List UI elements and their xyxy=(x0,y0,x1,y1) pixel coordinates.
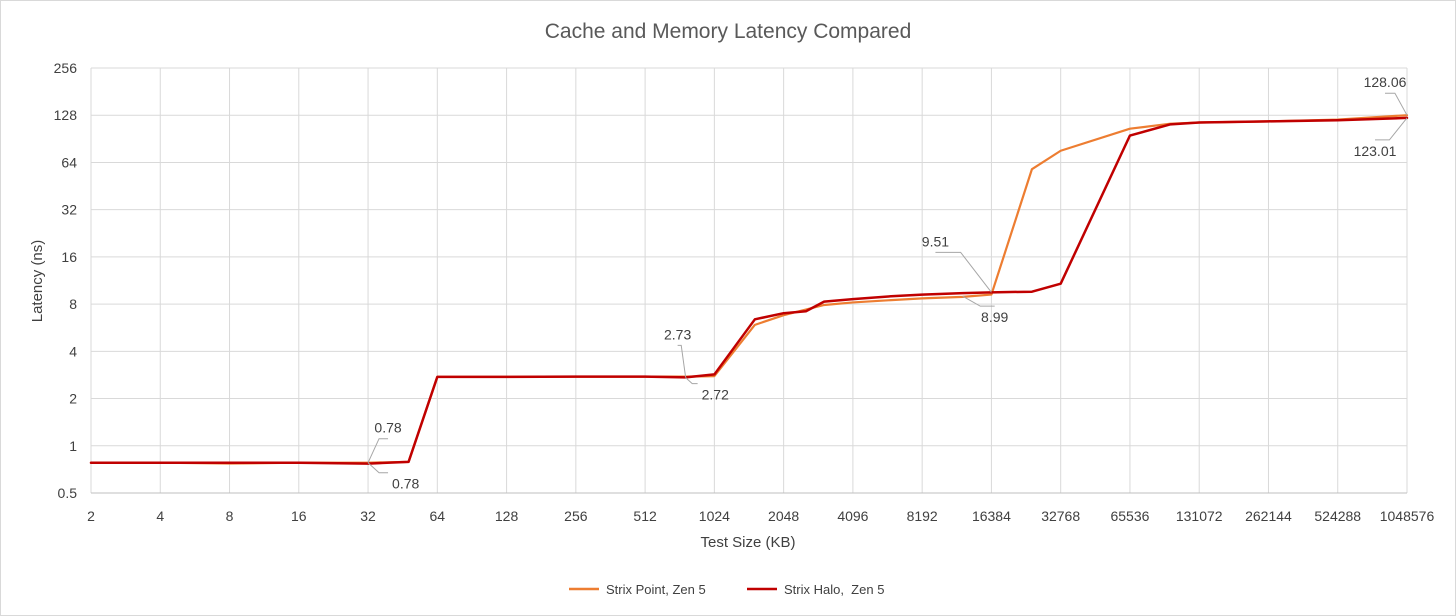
x-tick-label-8192: 8192 xyxy=(907,508,938,524)
x-tick-label-16384: 16384 xyxy=(972,508,1011,524)
x-tick-label-32: 32 xyxy=(360,508,376,524)
data-labels: 0.78 0.78 2.73 2.72 9.51 8.99 128.06 123.01 xyxy=(367,74,1408,492)
x-tick-label-524288: 524288 xyxy=(1314,508,1361,524)
series-line-strix-halo xyxy=(89,116,1409,465)
x-tick-label-4096: 4096 xyxy=(837,508,868,524)
x-tick-label-2: 2 xyxy=(87,508,95,524)
leader-line-3 xyxy=(685,377,698,385)
y-tick-label-32: 32 xyxy=(61,202,77,218)
y-tick-label-4: 4 xyxy=(69,343,77,359)
leader-line-1 xyxy=(367,462,389,474)
x-tick-label-1048576: 1048576 xyxy=(1380,508,1435,524)
data-label-2-72: 2.72 xyxy=(702,387,729,403)
leader-line-0 xyxy=(367,438,389,463)
leader-line-5 xyxy=(962,295,995,307)
y-tick-label-256: 256 xyxy=(54,60,78,76)
x-tick-label-64: 64 xyxy=(430,508,446,524)
chart-legend: Strix Point, Zen 5 Strix Halo, Zen 5 xyxy=(569,582,884,597)
y-tick-label-64: 64 xyxy=(61,154,77,170)
leader-line-7 xyxy=(1375,117,1408,141)
y-tick-label-1: 1 xyxy=(69,438,77,454)
y-tick-label-16: 16 xyxy=(61,249,77,265)
leader-line-6 xyxy=(1385,92,1408,116)
data-label-2-73: 2.73 xyxy=(664,326,691,342)
x-tick-label-4: 4 xyxy=(156,508,164,524)
x-tick-label-65536: 65536 xyxy=(1110,508,1149,524)
x-axis-ticks: 2 4 8 16 32 64 128 256 512 1024 2048 4096 8192 16384 3… xyxy=(87,508,1434,524)
x-axis-title: Test Size (KB) xyxy=(700,534,795,551)
series-line-strix-point xyxy=(89,114,1409,465)
x-tick-label-1024: 1024 xyxy=(699,508,730,524)
y-axis-ticks: 0.5 1 2 4 8 16 32 64 128 256 xyxy=(54,60,78,501)
x-tick-label-256: 256 xyxy=(564,508,588,524)
data-label-0-78: 0.78 xyxy=(374,420,401,436)
data-label-123-01: 123.01 xyxy=(1354,143,1397,159)
x-tick-label-8: 8 xyxy=(226,508,234,524)
y-axis-title: Latency (ns) xyxy=(29,240,46,323)
legend-label-strix-halo: Strix Halo, Zen 5 xyxy=(784,582,884,597)
legend-label-strix-point: Strix Point, Zen 5 xyxy=(606,582,706,597)
data-label-0-78: 0.78 xyxy=(392,476,419,492)
x-tick-label-128: 128 xyxy=(495,508,519,524)
x-tick-label-32768: 32768 xyxy=(1041,508,1080,524)
y-tick-label-0.5: 0.5 xyxy=(58,485,78,501)
x-tick-label-131072: 131072 xyxy=(1176,508,1223,524)
y-tick-label-8: 8 xyxy=(69,296,77,312)
plot-grid xyxy=(90,67,1408,494)
x-tick-label-262144: 262144 xyxy=(1245,508,1292,524)
y-tick-label-2: 2 xyxy=(69,391,77,407)
chart-title: Cache and Memory Latency Compared xyxy=(545,20,912,43)
leader-line-2 xyxy=(677,344,687,378)
leader-line-4 xyxy=(935,251,992,293)
y-tick-label-128: 128 xyxy=(54,107,78,123)
data-label-128-06: 128.06 xyxy=(1364,74,1407,90)
series-lines xyxy=(89,114,1409,465)
x-tick-label-2048: 2048 xyxy=(768,508,799,524)
data-label-8-99: 8.99 xyxy=(981,309,1008,325)
x-tick-label-512: 512 xyxy=(633,508,657,524)
data-label-9-51: 9.51 xyxy=(922,233,949,249)
x-tick-label-16: 16 xyxy=(291,508,307,524)
